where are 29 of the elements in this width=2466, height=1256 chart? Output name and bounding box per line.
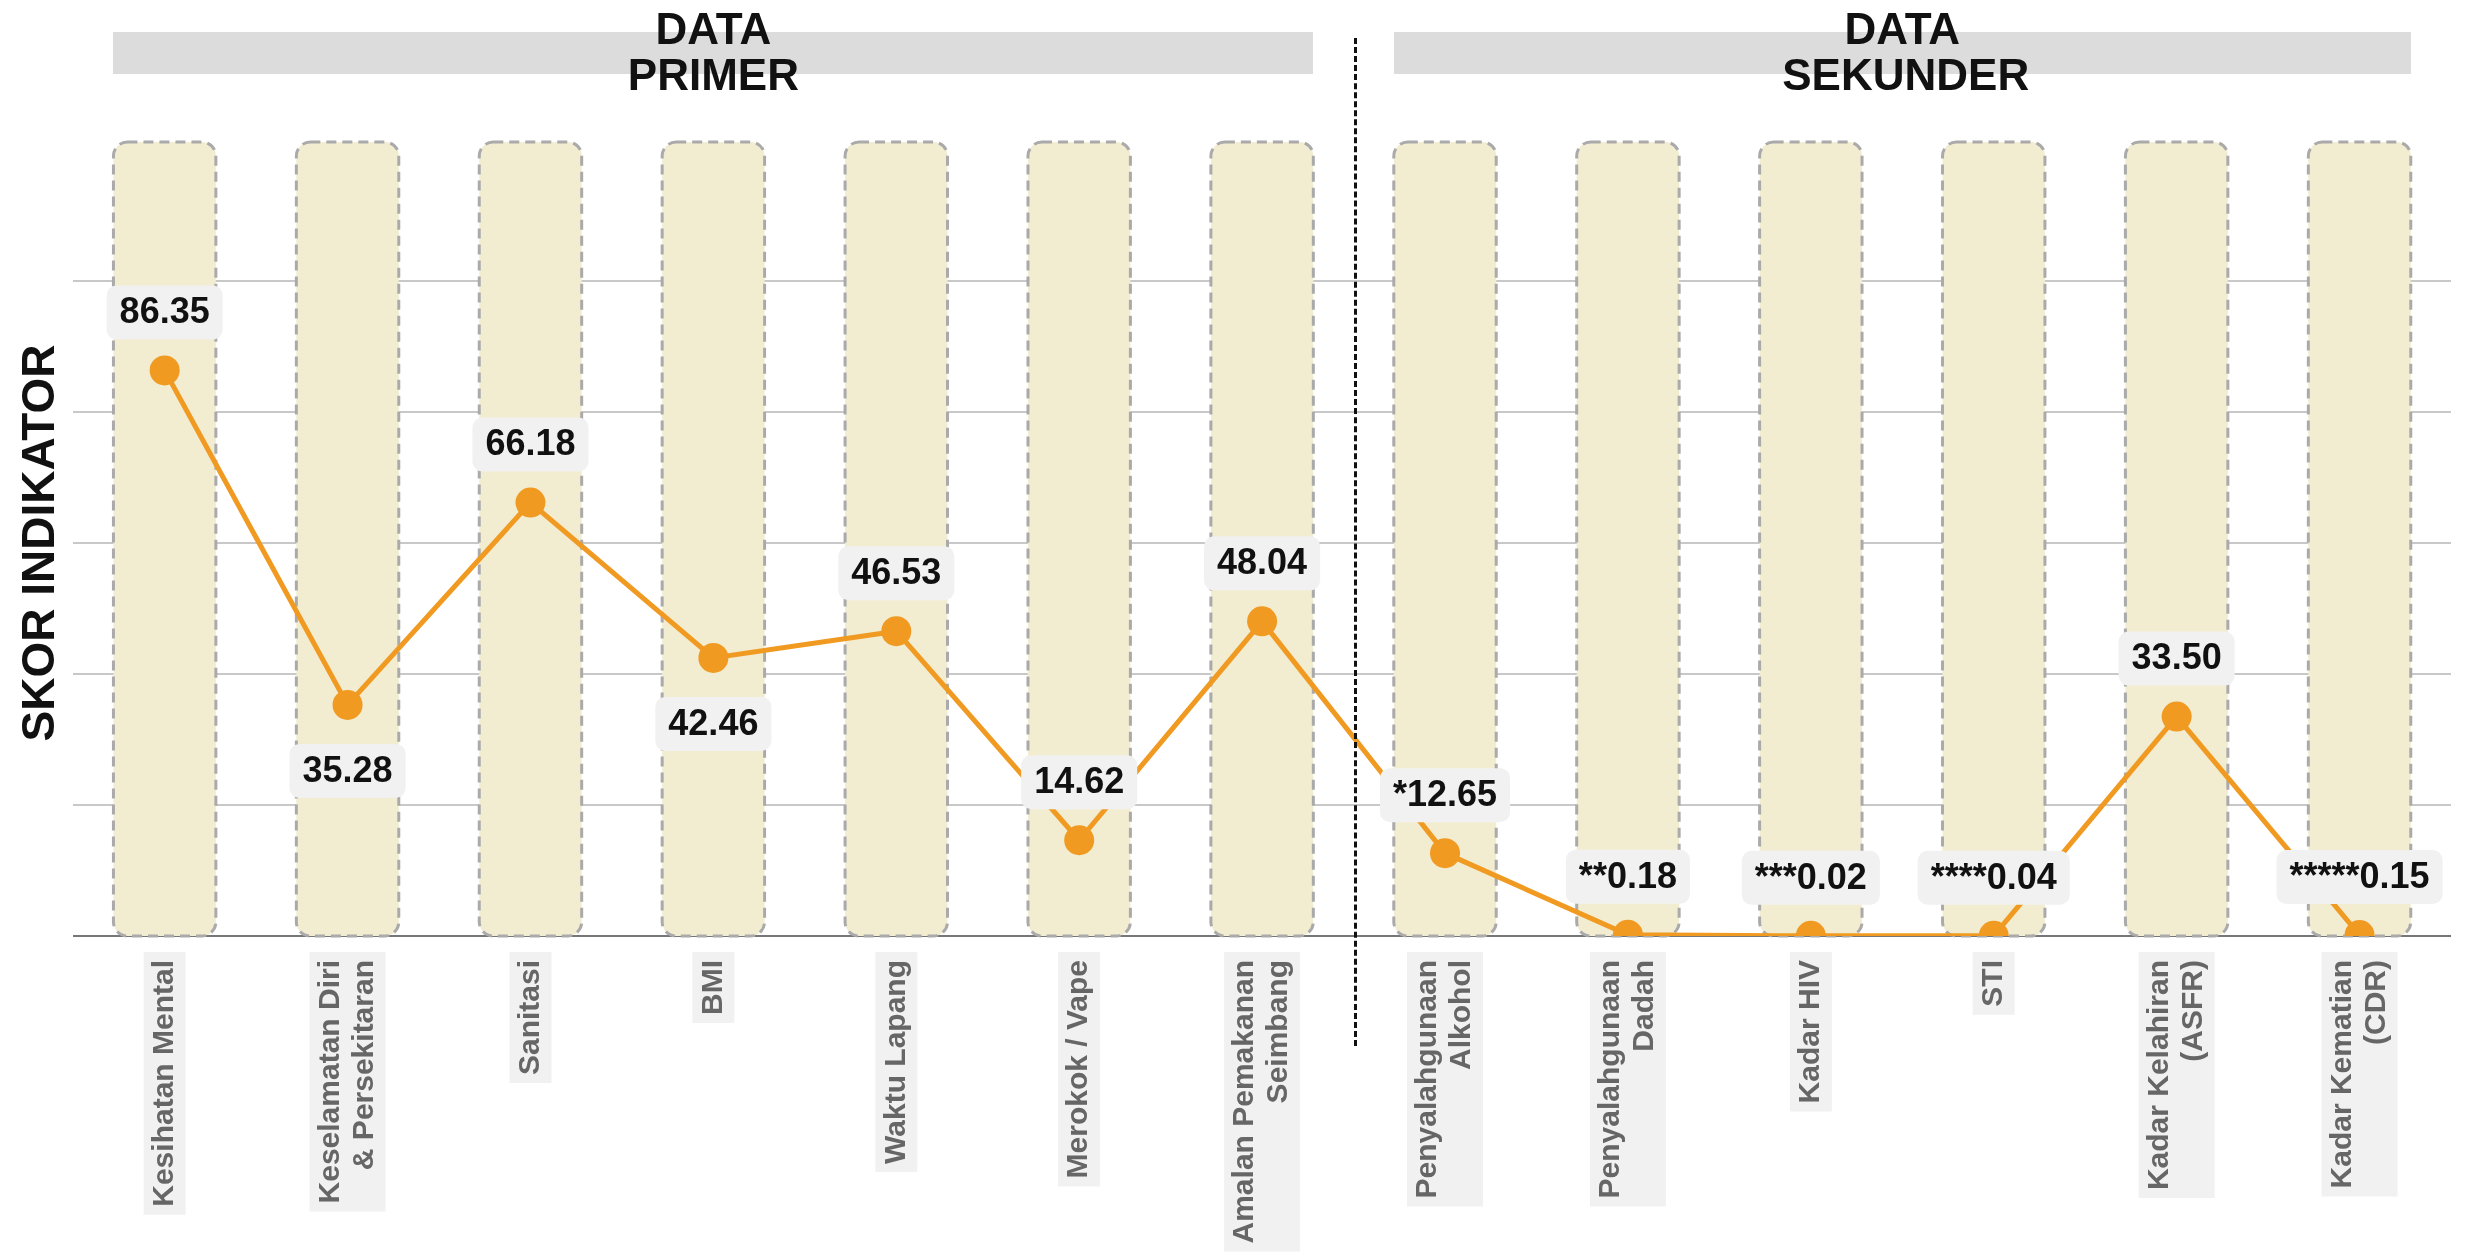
data-label: **0.18 bbox=[1578, 854, 1677, 896]
data-label: *****0.15 bbox=[2289, 854, 2430, 896]
y-axis-title: SKOR INDIKATOR bbox=[12, 344, 65, 742]
x-tick-label: Kadar Kematian (CDR) bbox=[2323, 960, 2391, 1189]
x-tick-label: Penyalahgunaan Alkohol bbox=[1409, 960, 1477, 1199]
data-label: 48.04 bbox=[1217, 541, 1308, 583]
x-tick-label: BMI bbox=[694, 960, 728, 1015]
x-tick-label: Sanitasi bbox=[511, 960, 545, 1076]
x-tick-label: STI bbox=[1975, 960, 2008, 1007]
data-label: 35.28 bbox=[302, 748, 393, 790]
data-label: *12.65 bbox=[1392, 773, 1498, 815]
x-tick-label: Kadar HIV bbox=[1792, 960, 1826, 1104]
data-label: ****0.04 bbox=[1930, 855, 2057, 897]
x-tick-label: Kesihatan Mental bbox=[145, 960, 179, 1207]
data-label: 42.46 bbox=[668, 701, 759, 743]
data-label: ***0.02 bbox=[1754, 855, 1867, 897]
data-label: 33.50 bbox=[2131, 636, 2222, 678]
data-label: 86.35 bbox=[119, 290, 210, 332]
x-tick-label: Keselamatan Diri & Persekitaran bbox=[311, 960, 379, 1204]
x-tick-label: Waktu Lapang bbox=[877, 960, 911, 1164]
data-label: 46.53 bbox=[851, 551, 942, 593]
x-tick-label: Kadar Kelahiran (ASFR) bbox=[2140, 960, 2208, 1191]
text: DATA PRIMER bbox=[626, 4, 800, 99]
data-label: 14.62 bbox=[1034, 760, 1125, 802]
x-tick-label: Penyalahgunaan Dadah bbox=[1592, 960, 1660, 1199]
text: DATA SEKUNDER bbox=[1782, 4, 2030, 99]
x-tick-label: Amalan Pemakanan Seimbang bbox=[1226, 960, 1294, 1244]
x-tick-label: Merokok / Vape bbox=[1060, 960, 1094, 1179]
data-label: 66.18 bbox=[485, 422, 576, 464]
